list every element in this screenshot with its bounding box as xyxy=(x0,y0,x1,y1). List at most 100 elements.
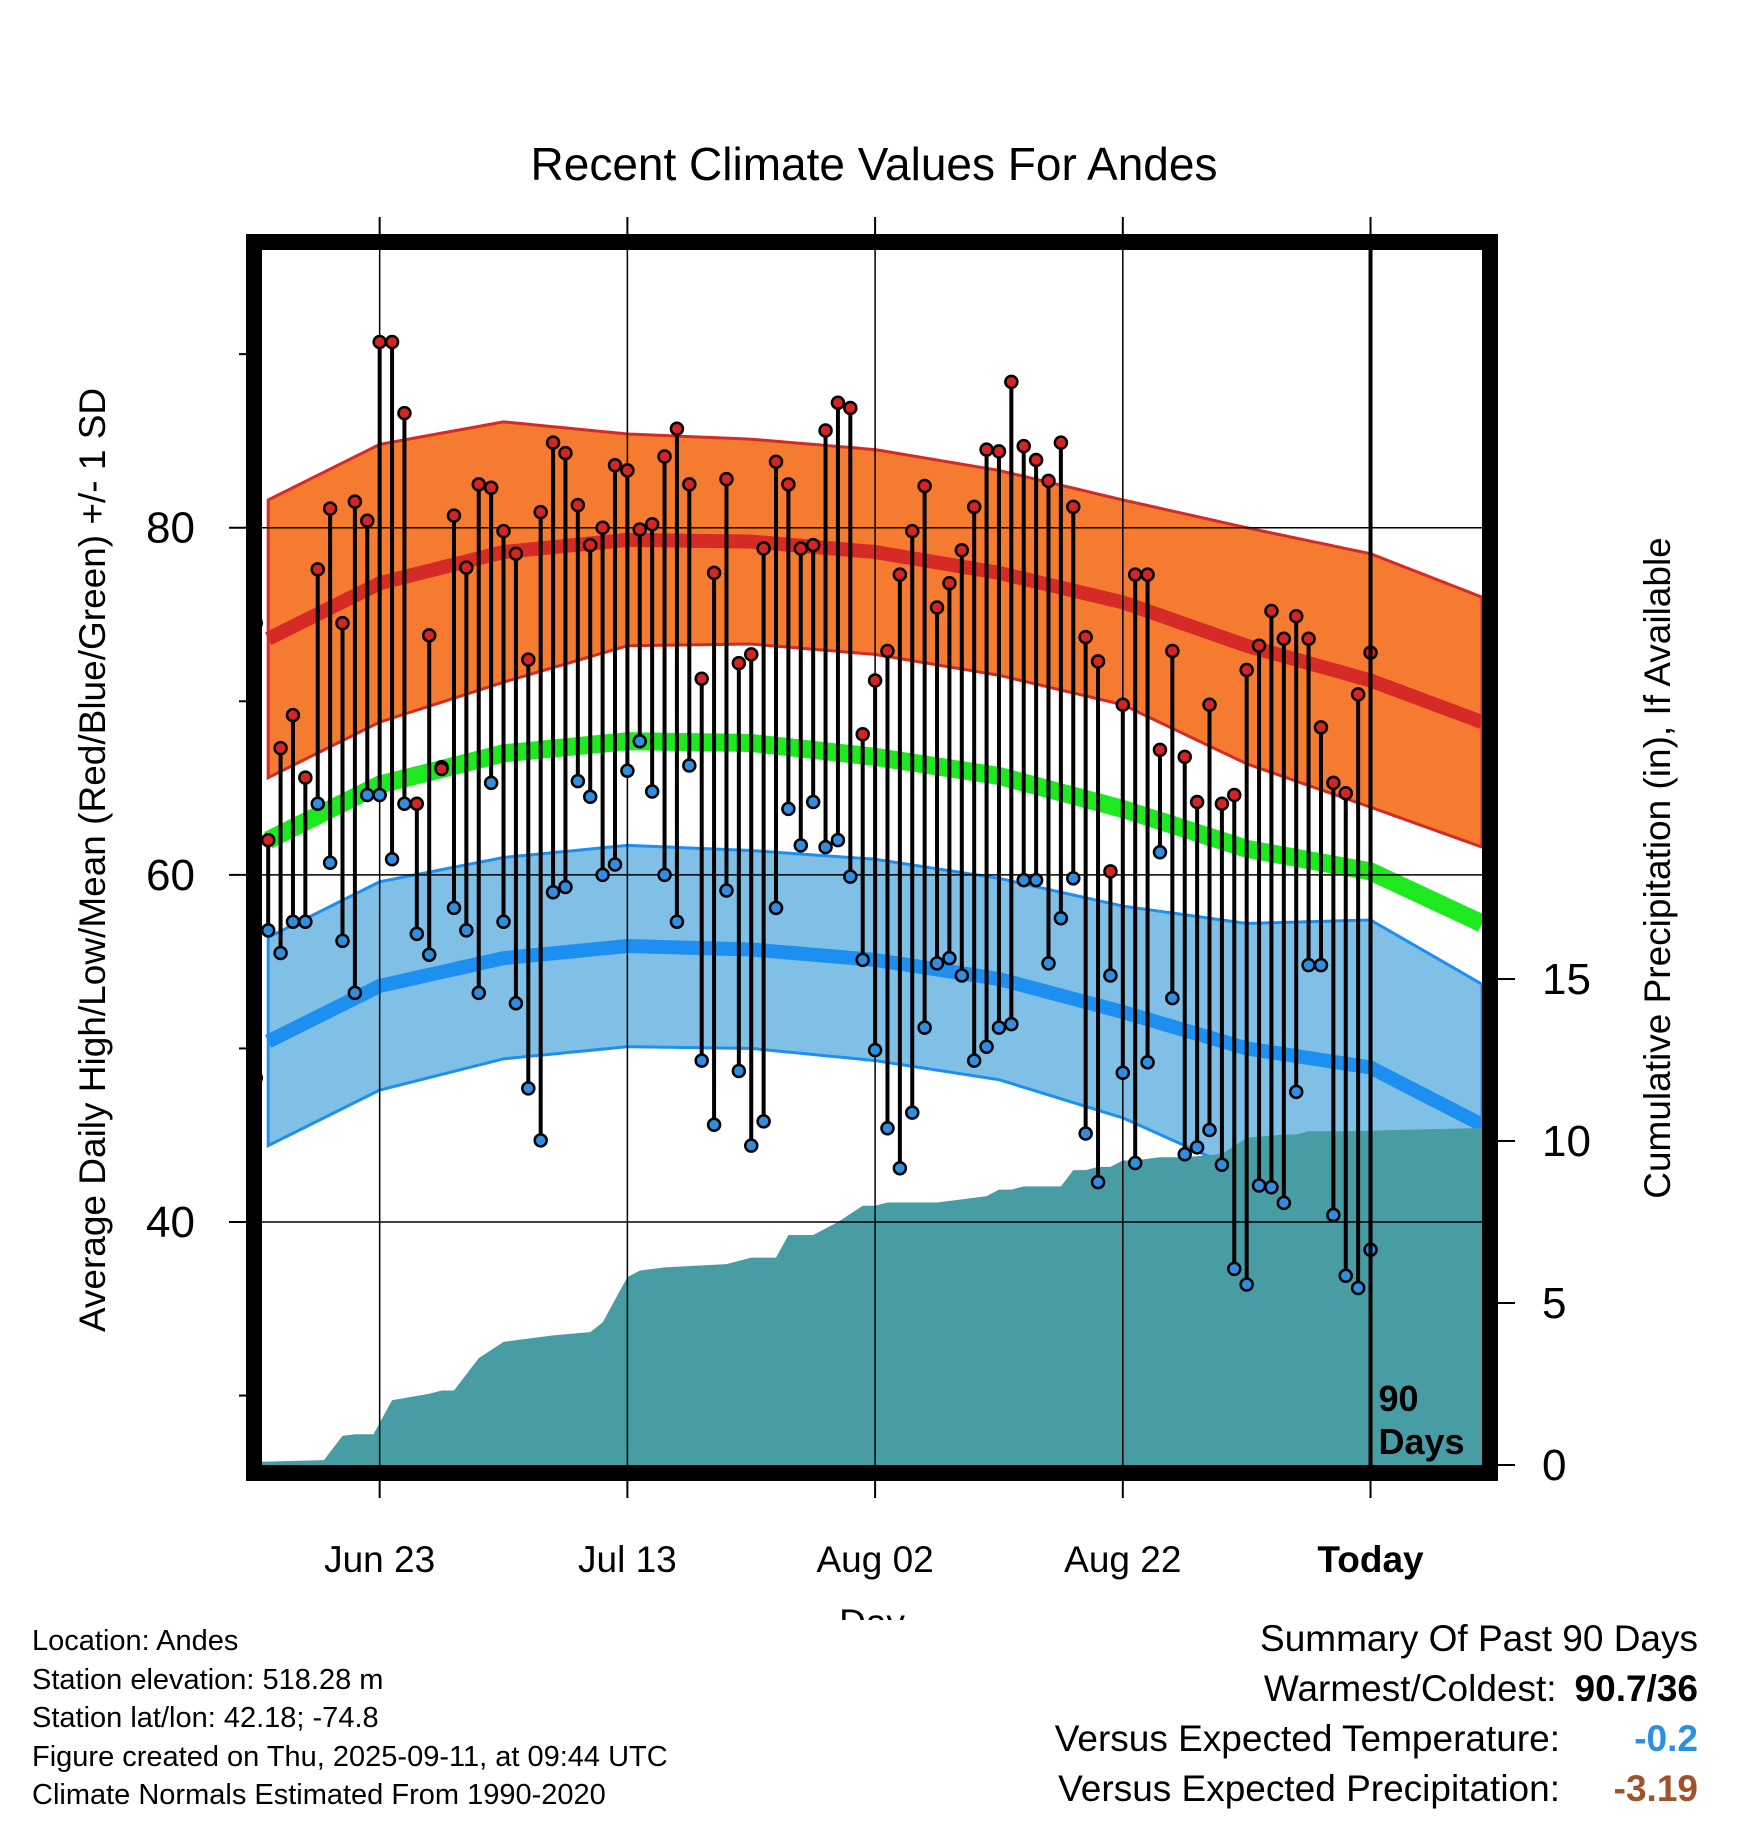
high-point xyxy=(1264,603,1279,619)
high-point xyxy=(805,537,821,553)
high-point xyxy=(483,480,499,496)
low-point xyxy=(1140,1055,1155,1070)
high-point xyxy=(793,541,809,556)
low-point xyxy=(917,1020,932,1035)
warmest-row: Warmest/Coldest: 90.7/36 xyxy=(1055,1664,1698,1714)
low-point xyxy=(781,801,796,817)
high-point xyxy=(607,457,623,473)
high-point xyxy=(1227,787,1242,803)
high-point xyxy=(818,423,833,438)
low-point xyxy=(793,838,809,853)
low-point xyxy=(632,733,648,749)
high-point xyxy=(669,421,685,437)
high-point xyxy=(1326,775,1341,791)
high-point xyxy=(1165,643,1180,659)
high-point xyxy=(682,477,697,492)
high-point xyxy=(892,567,908,582)
versus-temp-label: Versus Expected Temperature: xyxy=(1054,1718,1560,1759)
low-point xyxy=(459,923,474,938)
x-tick-label: Jul 13 xyxy=(578,1539,677,1580)
high-point xyxy=(1288,608,1304,624)
high-point xyxy=(471,477,487,492)
high-point xyxy=(1140,567,1155,582)
high-point xyxy=(1103,864,1118,879)
high-point xyxy=(644,516,660,532)
high-point xyxy=(262,832,276,848)
y-tick-label: 40 xyxy=(146,1198,195,1247)
low-point xyxy=(644,784,660,799)
low-point xyxy=(1189,1140,1205,1155)
high-point xyxy=(558,445,573,461)
low-point xyxy=(669,914,685,929)
low-point xyxy=(867,1042,883,1058)
low-point xyxy=(570,773,586,789)
low-point xyxy=(1078,1126,1093,1141)
x-tick-label: Aug 02 xyxy=(816,1539,933,1580)
latlon-text: Station lat/lon: 42.18; -74.8 xyxy=(32,1702,379,1734)
low-point xyxy=(1028,872,1044,888)
high-point xyxy=(273,740,288,756)
high-point xyxy=(917,478,932,494)
high-point xyxy=(1004,374,1019,390)
high-point xyxy=(1053,435,1069,450)
high-point xyxy=(929,600,945,615)
high-point xyxy=(347,494,363,509)
high-point xyxy=(620,463,635,478)
high-point xyxy=(545,435,561,450)
high-point xyxy=(843,400,858,416)
x-tick-label: Aug 22 xyxy=(1064,1539,1181,1580)
high-point xyxy=(632,522,648,537)
low-point xyxy=(1313,957,1329,973)
low-point xyxy=(942,950,957,966)
high-point xyxy=(496,523,511,539)
high-point xyxy=(434,761,449,777)
low-point xyxy=(322,855,338,870)
low-point xyxy=(1165,990,1180,1006)
x-axis-label: Day xyxy=(839,1602,905,1620)
x-tick-label: Today xyxy=(1317,1539,1424,1580)
high-point xyxy=(1041,473,1056,489)
low-point xyxy=(1264,1180,1279,1195)
low-point xyxy=(1066,871,1081,886)
low-point xyxy=(533,1133,548,1148)
y-tick-label: 80 xyxy=(146,504,195,553)
high-point xyxy=(1202,697,1217,713)
low-point xyxy=(620,763,635,778)
low-point xyxy=(1115,1065,1131,1080)
high-point xyxy=(979,442,994,457)
low-point xyxy=(1103,968,1118,983)
low-point xyxy=(979,1039,994,1054)
low-point xyxy=(483,775,499,791)
elevation-text: Station elevation: 518.28 m xyxy=(32,1663,384,1696)
high-point xyxy=(756,541,771,556)
low-point xyxy=(607,857,623,872)
low-point xyxy=(682,758,697,773)
versus-temp-row: Versus Expected Temperature: -0.2 xyxy=(1055,1714,1698,1764)
high-point xyxy=(508,546,524,561)
low-point xyxy=(818,839,833,855)
high-point xyxy=(694,671,709,686)
x-tick-label: Jun 23 xyxy=(324,1539,435,1580)
high-point xyxy=(1090,654,1106,669)
low-point xyxy=(471,985,487,1001)
high-point xyxy=(521,652,536,667)
high-point xyxy=(719,471,734,487)
low-point xyxy=(880,1121,895,1136)
low-point xyxy=(843,869,858,884)
low-point xyxy=(855,952,870,968)
high-point xyxy=(446,508,462,523)
low-point xyxy=(1004,1016,1019,1032)
high-point xyxy=(991,444,1007,459)
high-point xyxy=(298,770,313,785)
high-point xyxy=(570,497,586,513)
low-point xyxy=(756,1114,771,1129)
high-point xyxy=(867,673,883,688)
low-point xyxy=(743,1138,759,1153)
high-point xyxy=(322,501,338,516)
low-point xyxy=(1326,1207,1341,1223)
low-point xyxy=(1127,1155,1143,1171)
low-point xyxy=(397,796,412,811)
low-point xyxy=(905,1105,920,1120)
high-point xyxy=(1016,438,1031,454)
low-point xyxy=(1227,1261,1242,1277)
